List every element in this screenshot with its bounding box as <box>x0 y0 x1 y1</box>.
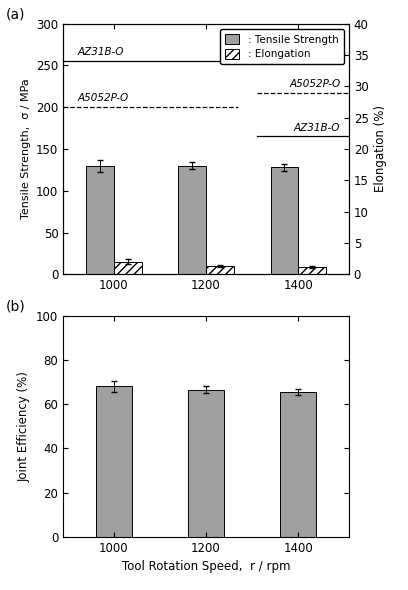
Bar <box>114 262 142 274</box>
X-axis label: Tool Rotation Speed,  r / rpm: Tool Rotation Speed, r / rpm <box>122 560 290 573</box>
Y-axis label: Joint Efficiency (%): Joint Efficiency (%) <box>18 371 31 481</box>
Bar <box>271 168 298 274</box>
Text: (b): (b) <box>6 300 26 313</box>
Text: A5052P-O: A5052P-O <box>78 93 129 103</box>
Bar <box>96 386 132 537</box>
Y-axis label: Elongation (%): Elongation (%) <box>374 106 387 192</box>
Text: AZ31B-O: AZ31B-O <box>294 123 340 133</box>
Y-axis label: Tensile Strength,  σ / MPa: Tensile Strength, σ / MPa <box>20 78 31 219</box>
Bar <box>86 166 114 274</box>
Text: AZ31B-O: AZ31B-O <box>78 47 124 57</box>
Bar <box>178 166 206 274</box>
Legend: : Tensile Strength, : Elongation: : Tensile Strength, : Elongation <box>220 29 344 64</box>
Text: (a): (a) <box>6 7 26 21</box>
Bar <box>206 266 234 274</box>
Bar <box>188 390 224 537</box>
Text: A5052P-O: A5052P-O <box>289 80 340 90</box>
Bar <box>280 392 316 537</box>
Bar <box>298 267 326 274</box>
